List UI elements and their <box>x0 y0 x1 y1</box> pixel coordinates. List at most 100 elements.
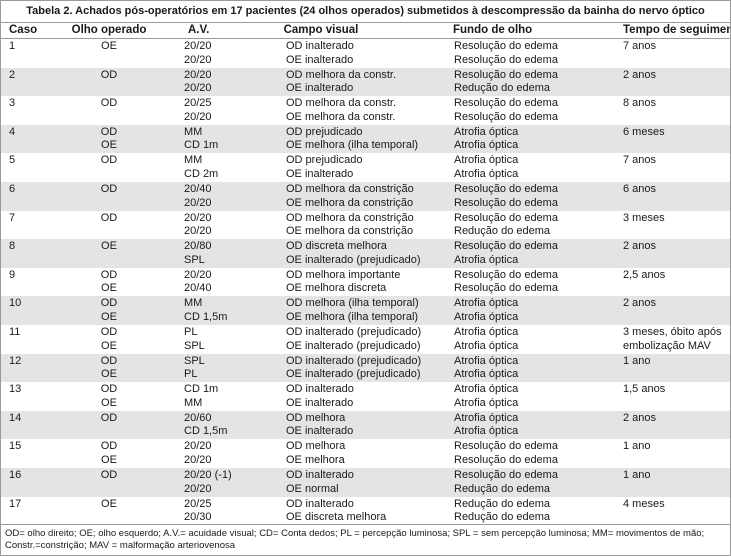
cell-tempo: 3 meses, óbito após <box>623 326 722 338</box>
cell-caso: 16 <box>9 469 22 481</box>
cell-av: CD 1m <box>184 139 219 152</box>
rule <box>1 38 730 39</box>
cell-olho: OE <box>101 240 117 253</box>
cell-fundo: Atrofia óptica <box>454 383 519 396</box>
table-title: Tabela 2. Achados pós-operatórios em 17 … <box>26 5 705 17</box>
cell-fundo: Resolução do edema <box>454 282 558 295</box>
row-band <box>1 468 730 497</box>
cell-campo: OD inalterado <box>286 40 354 52</box>
cell-campo: OD melhora <box>286 440 346 453</box>
cell-tempo: 2 anos <box>623 240 657 253</box>
column-header: A.V. <box>188 24 210 36</box>
row-band <box>1 124 730 154</box>
cell-tempo: 2,5 anos <box>623 268 666 281</box>
cell-av: 20/20 <box>184 225 212 238</box>
cell-fundo: Atrofia óptica <box>454 425 519 438</box>
cell-campo: OE melhora da constrição <box>286 225 414 238</box>
cell-campo: OD prejudicado <box>286 154 363 167</box>
cell-caso: 6 <box>9 183 16 195</box>
cell-av: 20/20 <box>184 268 212 281</box>
column-header: Olho operado <box>71 24 147 36</box>
cell-campo: OD melhora da constrição <box>286 211 414 224</box>
cell-caso: 7 <box>9 211 16 224</box>
cell-campo: OD melhora (ilha temporal) <box>286 297 419 310</box>
cell-campo: OE inalterado <box>286 396 354 409</box>
row-band <box>1 67 730 97</box>
cell-olho: OD <box>100 211 118 224</box>
cell-campo: OE melhora (ilha temporal) <box>286 310 419 323</box>
cell-olho: OD <box>100 326 118 338</box>
cell-av: CD 1,5m <box>184 425 228 438</box>
cell-av: 20/25 <box>184 497 212 510</box>
row-band <box>1 410 730 440</box>
cell-fundo: Redução do edema <box>454 482 551 495</box>
cell-olho: OD <box>100 268 118 281</box>
cell-av: 20/20 <box>184 196 212 209</box>
cell-fundo: Redução do edema <box>454 225 551 238</box>
cell-av: CD 1,5m <box>184 310 228 323</box>
cell-fundo: Atrofia óptica <box>454 297 519 310</box>
cell-campo: OE inalterado (prejudicado) <box>286 368 421 381</box>
cell-av: 20/60 <box>184 411 212 424</box>
cell-caso: 17 <box>9 497 22 510</box>
cell-tempo: 1 ano <box>623 469 651 481</box>
cell-caso: 2 <box>9 68 16 81</box>
cell-av: 20/20 <box>184 82 212 95</box>
cell-olho: OD <box>100 97 118 110</box>
cell-fundo: Atrofia óptica <box>454 368 519 381</box>
footnote: Constr.=constrição; MAV = malformação ar… <box>5 540 236 551</box>
cell-campo: OE inalterado <box>286 425 354 438</box>
row-band <box>1 239 730 268</box>
cell-campo: OE inalterado (prejudicado) <box>286 339 421 352</box>
cell-av: 20/20 <box>184 110 212 123</box>
cell-fundo: Resolução do edema <box>454 240 558 253</box>
cell-olho: OD <box>100 68 118 81</box>
cell-campo: OE discreta melhora <box>286 511 387 524</box>
cell-caso: 4 <box>9 125 16 138</box>
cell-fundo: Resolução do edema <box>454 211 558 224</box>
cell-olho: OE <box>101 368 117 381</box>
cell-tempo: 1 ano <box>623 354 651 367</box>
column-header: Campo visual <box>283 24 359 36</box>
cell-fundo: Atrofia óptica <box>454 253 519 266</box>
cell-fundo: Resolução do edema <box>454 97 558 110</box>
cell-caso: 9 <box>9 268 16 281</box>
cell-fundo: Resolução do edema <box>454 183 558 195</box>
cell-tempo: 2 anos <box>623 297 657 310</box>
cell-olho: OE <box>101 139 117 152</box>
cell-tempo: 4 meses <box>623 497 665 510</box>
cell-tempo: 8 anos <box>623 97 657 110</box>
cell-tempo: 2 anos <box>623 411 657 424</box>
cell-campo: OD inalterado <box>286 383 354 396</box>
cell-caso: 11 <box>9 326 21 338</box>
cell-av: 20/20 <box>184 482 212 495</box>
footnote: OD= olho direito; OE; olho esquerdo; A.V… <box>5 528 705 539</box>
cell-olho: OD <box>100 154 118 167</box>
cell-tempo: 1 ano <box>623 440 651 453</box>
row-band <box>1 182 730 211</box>
cell-av: MM <box>184 297 203 310</box>
cell-tempo: embolização MAV <box>623 339 711 352</box>
cell-fundo: Resolução do edema <box>454 469 558 481</box>
cell-campo: OE melhora da constr. <box>286 110 396 123</box>
cell-fundo: Atrofia óptica <box>454 411 519 424</box>
cell-olho: OE <box>101 40 117 52</box>
rule <box>1 22 730 23</box>
cell-caso: 13 <box>9 383 22 396</box>
cell-caso: 1 <box>9 40 16 52</box>
cell-av: SPL <box>184 354 205 367</box>
cell-fundo: Resolução do edema <box>454 110 558 123</box>
cell-caso: 3 <box>9 97 16 110</box>
cell-olho: OD <box>100 125 118 138</box>
cell-fundo: Atrofia óptica <box>454 167 519 180</box>
cell-fundo: Atrofia óptica <box>454 326 519 338</box>
cell-fundo: Resolução do edema <box>454 196 558 209</box>
cell-olho: OE <box>101 310 117 323</box>
cell-olho: OD <box>100 183 118 195</box>
cell-av: 20/20 <box>184 453 212 466</box>
cell-fundo: Atrofia óptica <box>454 154 519 167</box>
cell-av: SPL <box>184 339 205 352</box>
cell-fundo: Resolução do edema <box>454 268 558 281</box>
cell-fundo: Resolução do edema <box>454 440 558 453</box>
